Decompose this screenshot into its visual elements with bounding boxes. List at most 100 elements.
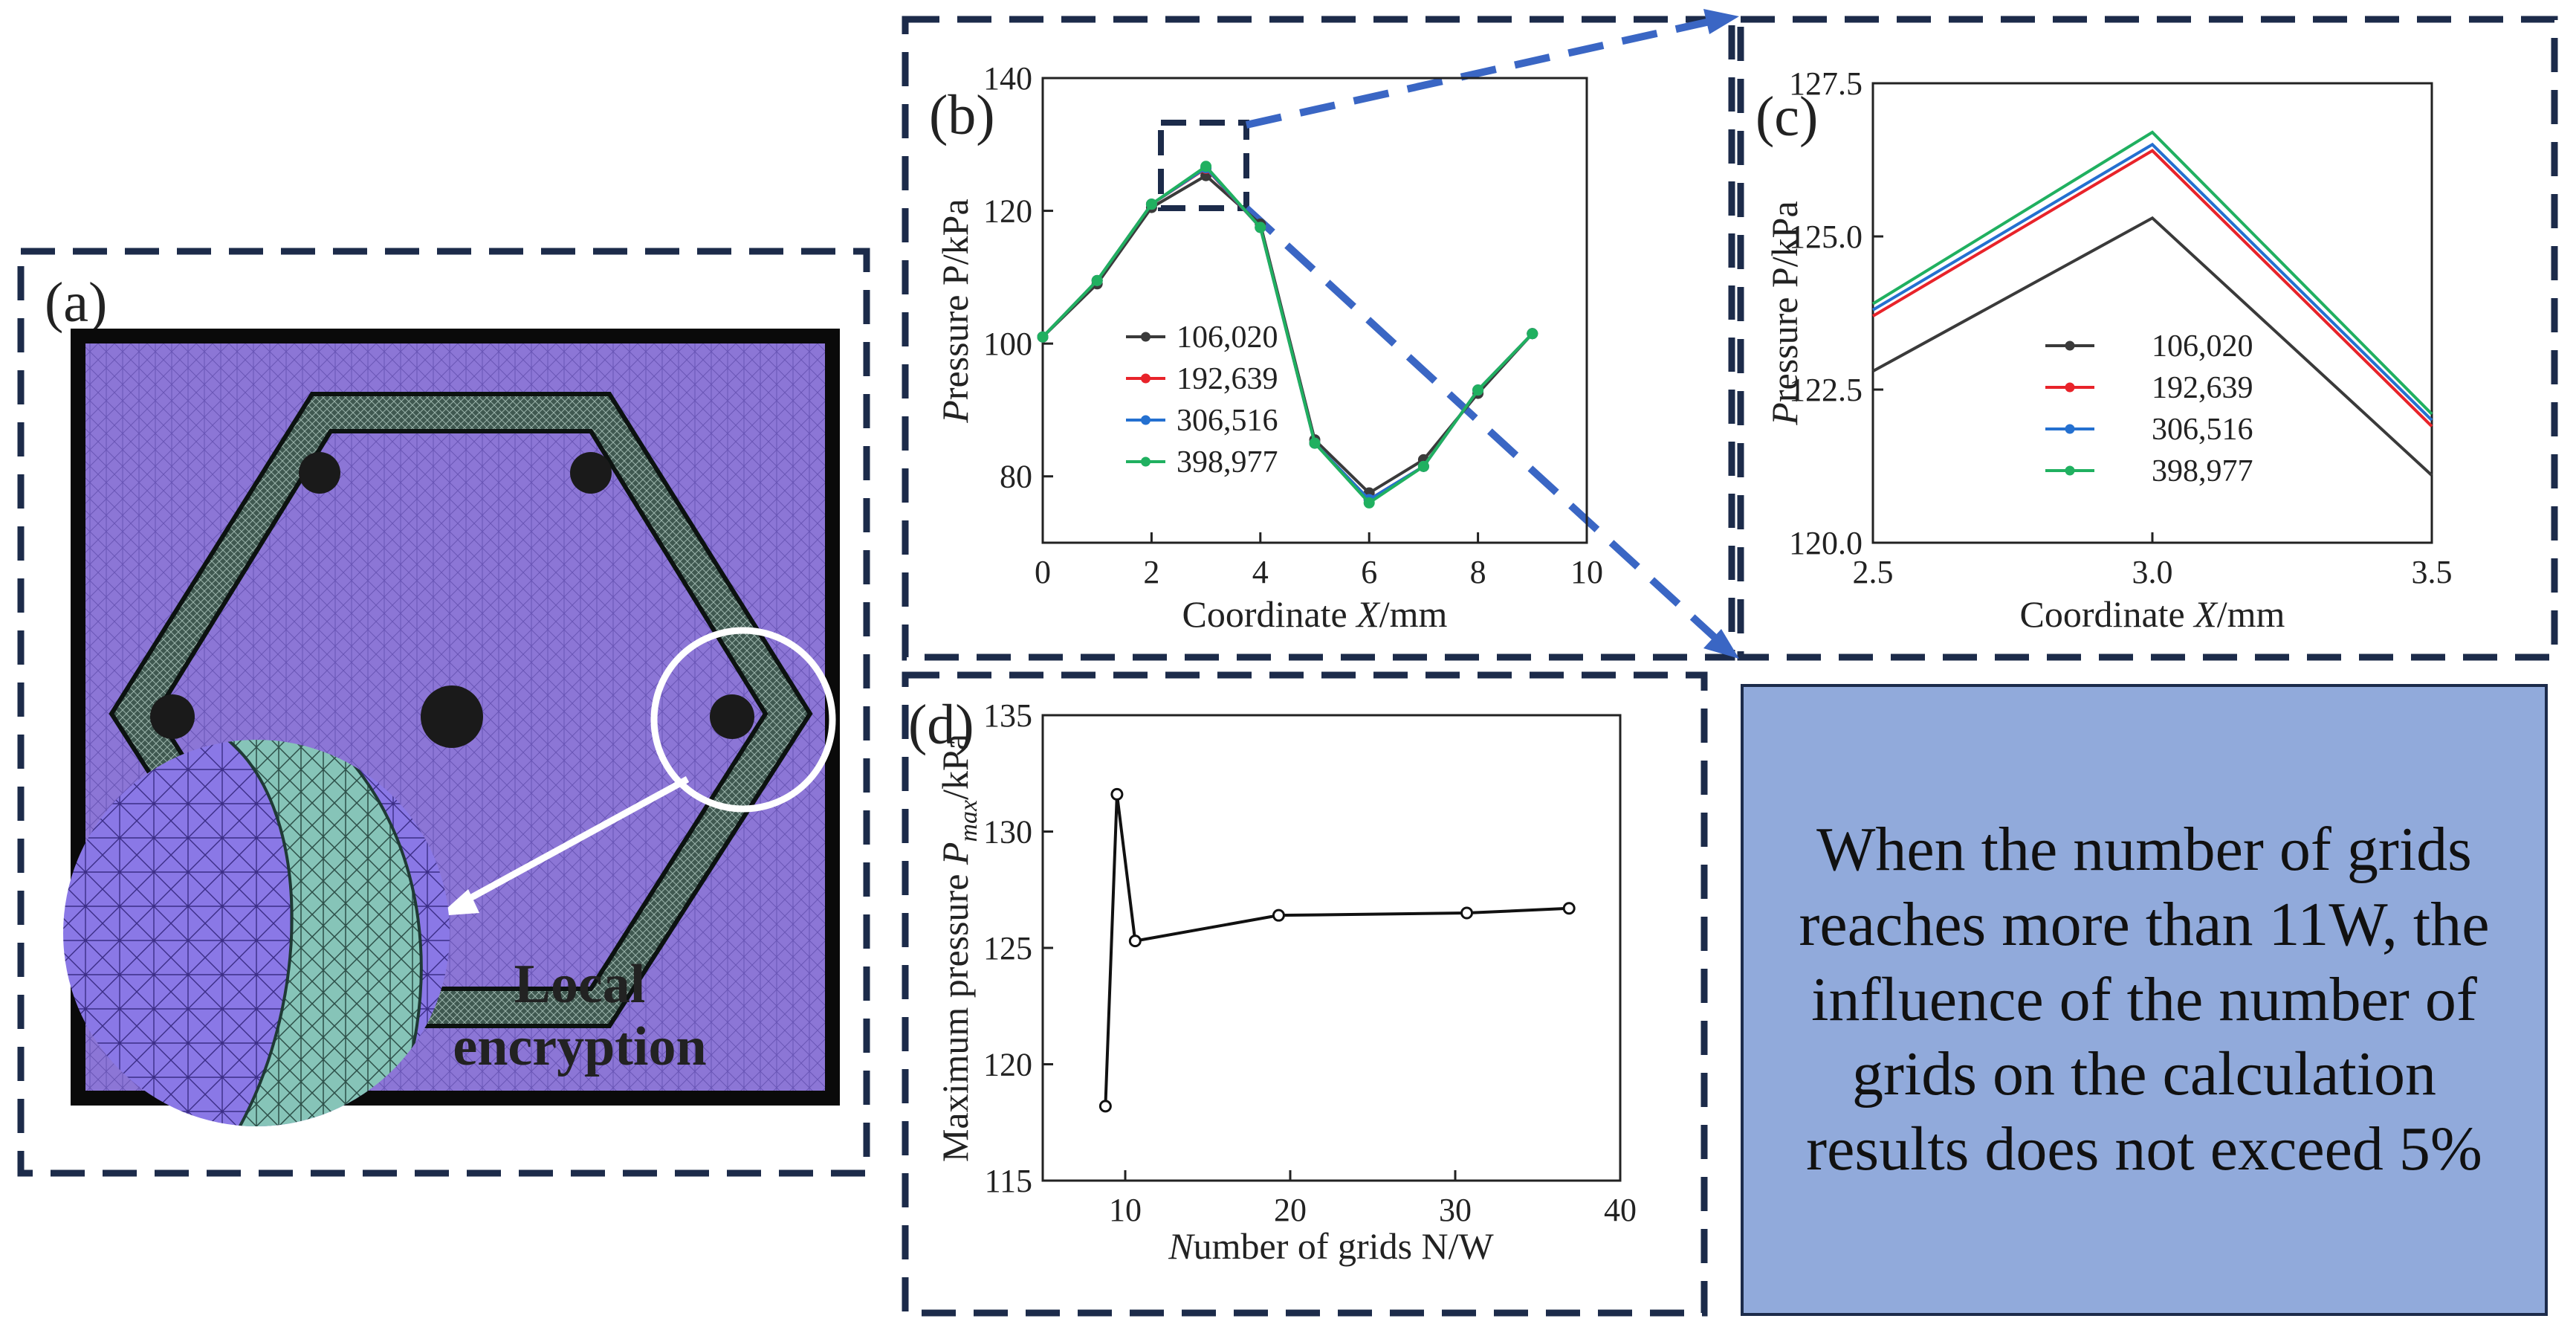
legend-marker-c (2065, 424, 2075, 434)
y-tick-label-d: 135 (983, 697, 1032, 734)
x-tick-label-b: 8 (1470, 554, 1486, 590)
magnified-lens (63, 740, 450, 1126)
x-tick-label-b: 0 (1035, 554, 1051, 590)
mesh-hole (299, 452, 340, 494)
legend-label-c: 192,639 (2152, 371, 2253, 405)
x-tick-label-b: 10 (1570, 554, 1603, 590)
y-tick-label-b: 80 (1000, 459, 1032, 495)
x-tick-label-c: 3.0 (2132, 554, 2173, 590)
plot-area-b (1041, 77, 1588, 544)
plot-area-d (1041, 714, 1622, 1182)
legend-marker-c (2065, 465, 2075, 476)
panel-d-label: (d) (908, 694, 974, 756)
legend-marker-c (2065, 341, 2075, 351)
legend-marker-b (1141, 415, 1151, 425)
data-point-b (1091, 274, 1103, 286)
y-tick-label-c: 125.0 (1789, 219, 1863, 255)
chart-d: 10 20 30 40 115 120 125 130 135 Number of grids N… (934, 697, 1637, 1267)
legend-label-b: 398,977 (1177, 445, 1278, 480)
data-point-b (1200, 161, 1212, 172)
legend-marker-c (2065, 382, 2075, 393)
series-line-c-1 (1871, 149, 2433, 427)
y-tick-label-d: 125 (983, 930, 1032, 966)
mesh-hole (150, 694, 195, 739)
panel-a: (a) Local encryption (17, 248, 870, 1177)
legend-marker-b (1141, 332, 1151, 342)
y-axis-label-d: Maximum pressure Pmax/kPa (934, 734, 983, 1162)
y-tick-label-d: 130 (983, 814, 1032, 851)
panel-b-frame (902, 16, 1735, 661)
annotation-encryption: encryption (453, 1016, 706, 1077)
zoom-arrow-upper (1245, 17, 1715, 129)
chart-b: 0 2 4 6 8 10 80 100 120 140 Coordinate X/mm Pressur… (934, 60, 1603, 635)
panel-a-label: (a) (45, 271, 107, 334)
y-axis-label-c: Pressure P/kPa (1764, 201, 1805, 425)
data-point-b (1472, 384, 1484, 396)
x-tick-label-d: 10 (1109, 1192, 1142, 1228)
y-axis-label-b: Pressure P/kPa (934, 199, 976, 423)
y-tick-label-d: 120 (983, 1047, 1032, 1083)
legend-marker-b (1141, 373, 1151, 384)
zoom-arrow-upper-head (1703, 9, 1739, 34)
data-point-b (1037, 331, 1049, 343)
y-tick-label-b: 100 (983, 326, 1032, 362)
x-tick-label-d: 20 (1274, 1192, 1307, 1228)
x-tick-label-c: 2.5 (1853, 554, 1894, 590)
series-line-c-2 (1871, 142, 2433, 422)
mesh-hole (710, 694, 754, 739)
legend-label-b: 192,639 (1177, 362, 1278, 396)
x-tick-label-c: 3.5 (2412, 554, 2453, 590)
annotation-local: Local (514, 954, 646, 1015)
y-tick-label-b: 120 (983, 193, 1032, 230)
legend-label-c: 306,516 (2152, 413, 2253, 447)
legend-marker-b (1141, 456, 1151, 467)
conclusion-text: When the number of grids reaches more th… (1799, 815, 2490, 1184)
data-point-b (1417, 460, 1429, 472)
conclusion-box: When the number of grids reaches more th… (1741, 684, 2548, 1316)
panel-d-frame (902, 671, 1708, 1317)
data-point-d (1460, 906, 1474, 920)
legend-label-b: 106,020 (1177, 320, 1278, 355)
y-tick-label-d: 115 (985, 1163, 1032, 1199)
y-tick-label-c: 122.5 (1789, 372, 1863, 408)
mesh-hole (570, 452, 612, 494)
series-line-b-3 (1041, 164, 1534, 506)
data-point-b (1145, 199, 1157, 210)
magnify-arrow-head (438, 889, 479, 916)
x-tick-label-b: 6 (1361, 554, 1377, 590)
series-line-c-0 (1872, 216, 2433, 477)
panel-a-frame (17, 248, 870, 1177)
series-line-c-3 (1871, 130, 2433, 416)
magnify-arrow-line (459, 776, 690, 906)
x-tick-label-b: 4 (1252, 554, 1269, 590)
x-tick-label-d: 30 (1439, 1192, 1472, 1228)
zoom-region-box (1158, 120, 1249, 211)
data-point-d (1128, 935, 1142, 948)
legend-label-c: 106,020 (2152, 329, 2253, 364)
data-point-d (1110, 787, 1124, 801)
zoom-arrow-lower-head (1703, 629, 1739, 659)
x-tick-label-d: 40 (1604, 1192, 1637, 1228)
legend-label-c: 398,977 (2152, 454, 2253, 488)
legend-label-b: 306,516 (1177, 404, 1278, 438)
panel-b-label: (b) (929, 84, 995, 146)
magnify-circle (650, 627, 836, 813)
data-point-b (1309, 437, 1321, 449)
y-tick-label-c: 127.5 (1789, 65, 1863, 102)
data-point-d (1098, 1100, 1112, 1113)
data-point-d (1562, 902, 1576, 915)
mesh-hole (421, 685, 483, 748)
data-point-b (1363, 497, 1375, 509)
chart-c: 2.5 3.0 3.5 120.0 122.5 125.0 127.5 Coordinate … (1764, 65, 2453, 635)
data-point-b (1527, 328, 1538, 340)
y-tick-label-c: 120.0 (1789, 525, 1863, 561)
series-line-d-0 (1104, 794, 1570, 1106)
x-tick-label-b: 2 (1143, 554, 1159, 590)
x-axis-label-c: Coordinate X/mm (2020, 593, 2285, 635)
data-point-b (1255, 222, 1266, 233)
x-axis-label-d: Number of grids N/W (1168, 1225, 1494, 1267)
panel-c-label: (c) (1755, 85, 1818, 148)
data-point-d (1272, 909, 1285, 922)
x-axis-label-b: Coordinate X/mm (1182, 593, 1448, 635)
